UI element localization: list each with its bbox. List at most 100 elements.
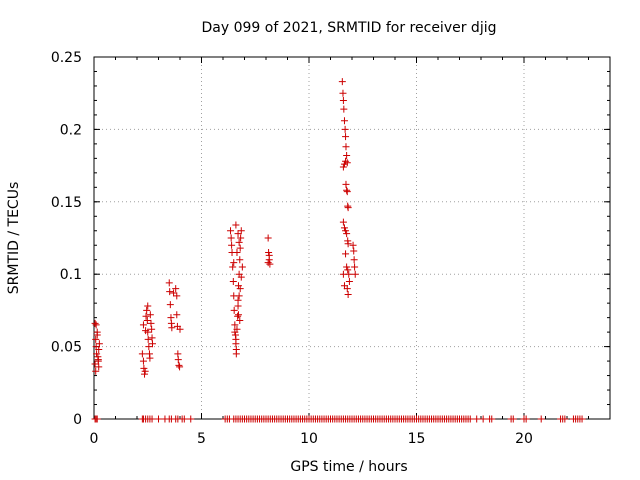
data-point [578, 415, 586, 423]
y-tick-label: 0 [73, 412, 82, 428]
data-point [168, 324, 176, 332]
data-point [227, 234, 235, 242]
y-axis-label: SRMTID / TECUs [6, 182, 22, 295]
data-point [231, 328, 239, 336]
data-point [340, 224, 348, 232]
data-point [509, 415, 517, 423]
data-point [140, 364, 148, 372]
data-point [234, 230, 242, 238]
data-point [237, 227, 245, 235]
data-point [340, 117, 348, 125]
data-point [93, 350, 101, 358]
data-point [144, 335, 152, 343]
grid-lines [94, 57, 610, 419]
data-point [232, 221, 240, 229]
data-point [234, 311, 242, 319]
data-points [91, 78, 586, 423]
data-point [338, 78, 346, 86]
data-point [144, 328, 152, 336]
data-point [139, 321, 147, 329]
data-point [343, 151, 351, 159]
data-point [339, 163, 347, 171]
data-point [138, 350, 146, 358]
data-point [237, 273, 245, 281]
x-tick-label: 15 [408, 431, 426, 447]
data-point [176, 363, 184, 371]
data-point [350, 247, 358, 255]
data-point [234, 312, 242, 320]
data-point [148, 340, 156, 348]
data-point [93, 331, 101, 339]
chart-title: Day 099 of 2021, SRMTID for receiver dji… [202, 20, 497, 36]
data-point [95, 345, 103, 353]
data-point [230, 306, 238, 314]
data-point [339, 96, 347, 104]
data-point [342, 157, 350, 165]
data-point [236, 317, 244, 325]
data-point [488, 415, 496, 423]
data-point [236, 285, 244, 293]
data-point [95, 340, 103, 348]
data-point [147, 319, 155, 327]
data-point [145, 343, 153, 351]
data-point [342, 143, 350, 151]
data-point [148, 325, 156, 333]
data-point [343, 263, 351, 271]
data-point [235, 292, 243, 300]
data-point [264, 259, 272, 267]
data-point [187, 415, 195, 423]
data-point [229, 277, 237, 285]
x-tick-label: 0 [90, 431, 99, 447]
data-point [342, 227, 350, 235]
x-tick-label: 5 [197, 431, 206, 447]
data-point [344, 240, 352, 248]
data-point [92, 335, 100, 343]
data-point [340, 282, 348, 290]
data-point [264, 234, 272, 242]
data-point [227, 227, 235, 235]
y-tick-label: 0.2 [60, 122, 82, 138]
data-point [342, 180, 350, 188]
data-point [351, 270, 359, 278]
data-point [561, 415, 569, 423]
data-point [231, 321, 239, 329]
data-point [265, 251, 273, 259]
data-point [148, 415, 156, 423]
data-point [139, 357, 147, 365]
data-point [238, 263, 246, 271]
y-axis-ticks: 0 0.05 0.1 0.15 0.2 0.25 [51, 50, 610, 428]
data-point [342, 250, 350, 258]
data-point [344, 266, 352, 274]
data-point [349, 241, 357, 249]
data-point [236, 256, 244, 264]
x-axis-label: GPS time / hours [290, 459, 407, 475]
y-tick-label: 0.15 [51, 195, 82, 211]
data-point [344, 290, 352, 298]
data-point [146, 354, 154, 362]
y-tick-label: 0.1 [60, 267, 82, 283]
data-point [266, 260, 274, 268]
data-point [351, 263, 359, 271]
data-point [339, 89, 347, 97]
data-point [344, 204, 352, 212]
data-point [233, 248, 241, 256]
data-point [165, 279, 173, 287]
data-point [155, 415, 162, 423]
data-point [343, 230, 351, 238]
data-point [232, 335, 240, 343]
data-point [341, 125, 349, 133]
data-point [342, 133, 350, 141]
data-point [232, 350, 240, 358]
data-point [350, 256, 358, 264]
y-tick-label: 0.05 [51, 340, 82, 356]
data-point [235, 238, 243, 246]
data-point [175, 361, 183, 369]
data-point [343, 188, 351, 196]
data-point [166, 301, 174, 309]
y-tick-label: 0.25 [51, 50, 82, 66]
data-point [343, 186, 351, 194]
data-point [466, 415, 474, 423]
data-point [143, 306, 151, 314]
data-point [345, 277, 353, 285]
data-point [230, 259, 238, 267]
